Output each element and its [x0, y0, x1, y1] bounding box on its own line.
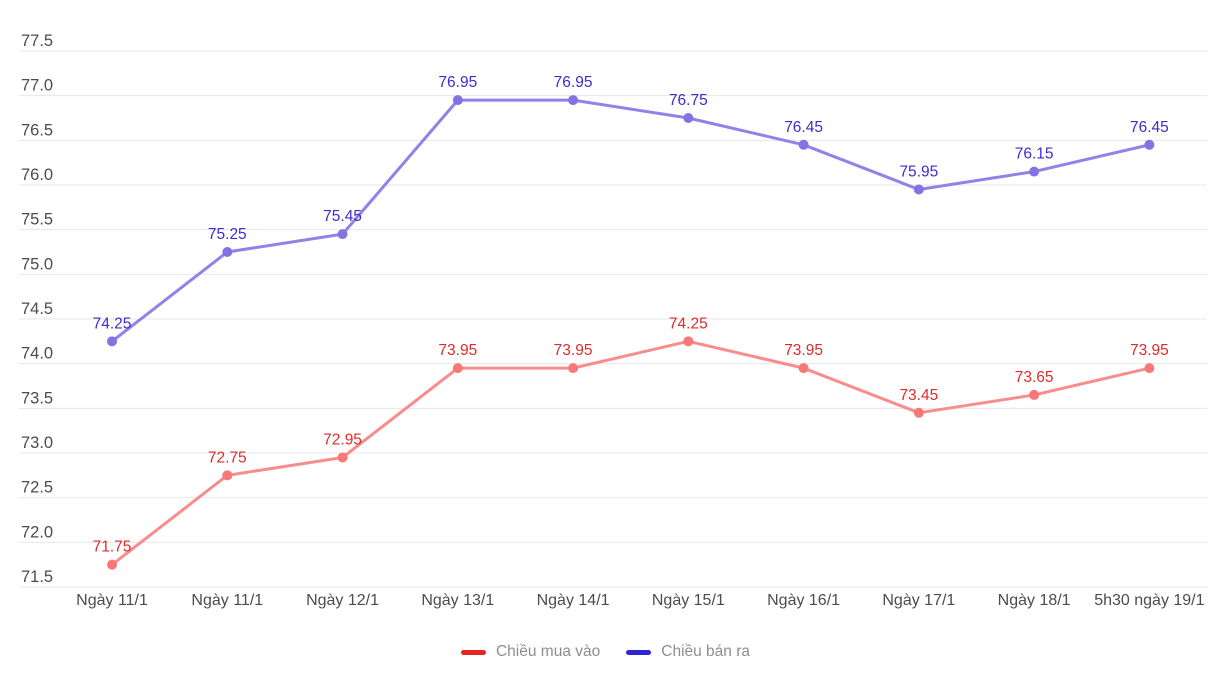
data-point[interactable]	[568, 95, 579, 106]
data-point-label: 74.25	[669, 315, 708, 332]
data-point[interactable]	[452, 363, 463, 374]
data-point-label: 75.45	[323, 208, 362, 225]
data-point-label: 73.45	[899, 387, 938, 404]
data-point[interactable]	[337, 452, 348, 463]
data-point[interactable]	[222, 470, 233, 481]
data-point-label: 73.65	[1015, 369, 1054, 386]
data-point-label: 73.95	[1130, 342, 1169, 359]
data-point[interactable]	[1029, 389, 1040, 400]
y-axis-tick-label: 73.5	[21, 389, 53, 407]
data-point-label: 74.25	[93, 315, 132, 332]
legend-item-sell[interactable]: Chiều bán ra	[626, 643, 750, 661]
y-axis-tick-label: 74.0	[21, 345, 53, 363]
y-axis-tick-label: 74.5	[21, 300, 53, 318]
y-axis-tick-label: 75.0	[21, 255, 53, 273]
series-line	[110, 339, 1151, 567]
data-point-label: 75.25	[208, 226, 247, 243]
x-axis-tick-label: Ngày 13/1	[421, 592, 494, 609]
data-point[interactable]	[1029, 166, 1040, 177]
data-point[interactable]	[1144, 363, 1155, 374]
data-point[interactable]	[913, 184, 924, 195]
data-point-label: 76.75	[669, 92, 708, 109]
data-point[interactable]	[683, 113, 694, 123]
x-axis-tick-label: Ngày 15/1	[652, 592, 725, 609]
series-line	[110, 98, 1151, 343]
x-axis-tick-label: Ngày 18/1	[998, 592, 1071, 609]
data-point[interactable]	[107, 336, 118, 347]
data-point-label: 71.75	[93, 539, 132, 556]
y-axis-tick-label: 75.5	[21, 211, 53, 229]
data-point[interactable]	[683, 336, 694, 347]
y-axis-tick-label: 72.0	[21, 523, 53, 541]
data-point-label: 75.95	[899, 163, 938, 180]
x-axis-tick-label: Ngày 14/1	[537, 592, 610, 609]
y-axis-tick-label: 73.0	[21, 434, 53, 452]
data-point-label: 72.95	[323, 431, 362, 448]
data-point-label: 76.95	[438, 74, 477, 91]
data-point-label: 73.95	[554, 342, 593, 359]
x-axis-tick-label: Ngày 11/1	[76, 592, 148, 609]
data-point[interactable]	[568, 363, 579, 374]
data-point[interactable]	[337, 229, 348, 240]
data-point[interactable]	[1144, 139, 1155, 150]
x-axis-tick-label: Ngày 11/1	[191, 592, 263, 609]
data-point[interactable]	[107, 559, 118, 570]
x-axis-tick-label: Ngày 12/1	[306, 592, 379, 609]
data-point-label: 76.45	[784, 119, 823, 136]
y-axis-tick-label: 77.0	[21, 77, 53, 95]
data-point-label: 76.15	[1015, 146, 1054, 163]
legend-label-sell: Chiều bán ra	[661, 643, 751, 660]
data-point-label: 73.95	[438, 342, 477, 359]
data-point-label: 73.95	[784, 342, 823, 359]
data-point[interactable]	[798, 363, 809, 374]
x-axis-tick-label: Ngày 16/1	[767, 592, 840, 609]
x-axis-tick-label: Ngày 17/1	[882, 592, 955, 609]
x-axis-tick-label: 5h30 ngày 19/1	[1094, 592, 1204, 609]
y-axis-tick-label: 72.5	[21, 479, 53, 497]
data-point[interactable]	[452, 95, 463, 106]
legend-item-buy[interactable]: Chiều mua vào	[460, 643, 601, 661]
legend-swatch-sell-icon	[626, 649, 652, 655]
legend-swatch-buy-icon	[460, 649, 486, 655]
legend-label-buy: Chiều mua vào	[495, 643, 601, 660]
data-point[interactable]	[798, 139, 809, 150]
y-axis-tick-label: 71.5	[21, 568, 53, 586]
chart-legend: Chiều mua vào Chiều bán ra	[0, 643, 1211, 661]
y-axis-tick-label: 76.5	[21, 121, 53, 139]
data-point-label: 76.45	[1130, 119, 1169, 136]
data-point[interactable]	[222, 247, 233, 257]
y-axis-tick-label: 76.0	[21, 166, 53, 184]
y-axis-tick-label: 77.5	[21, 32, 53, 50]
data-point-label: 76.95	[554, 74, 593, 91]
data-point-label: 72.75	[208, 449, 247, 466]
data-point[interactable]	[913, 407, 924, 418]
